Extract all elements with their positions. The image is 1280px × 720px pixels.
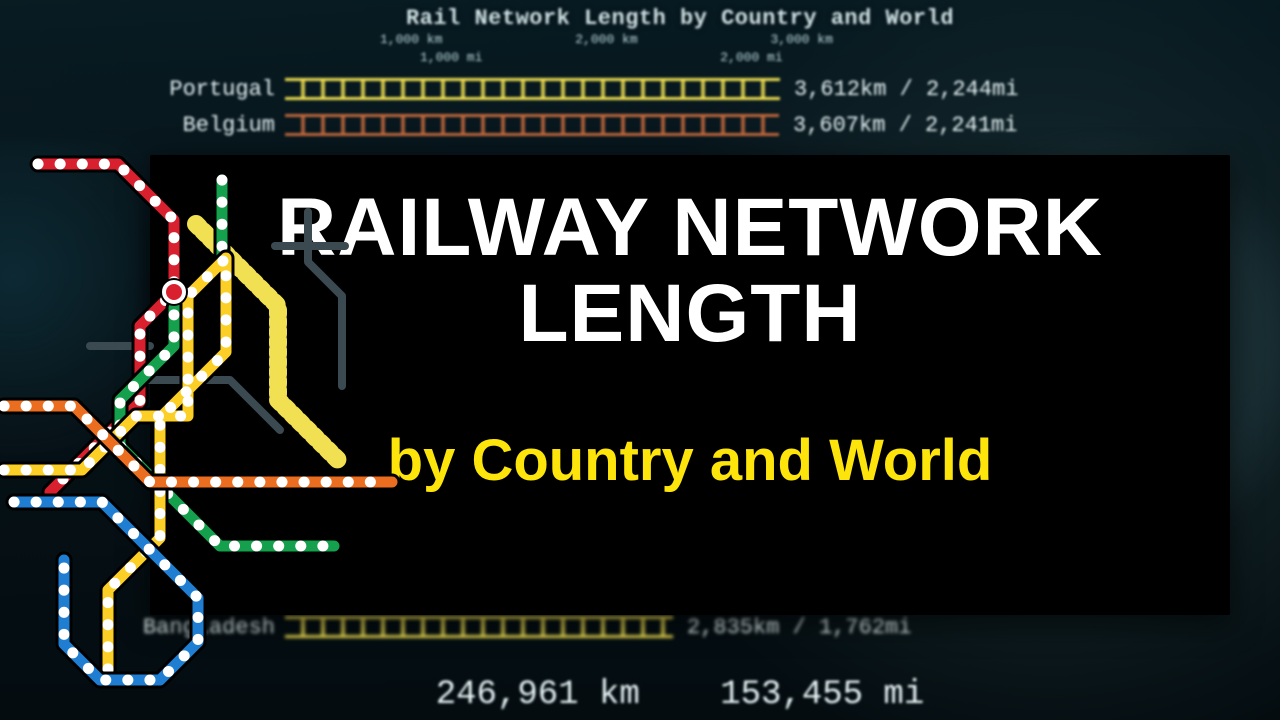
track-bar bbox=[285, 114, 779, 136]
rail-length-chart: Rail Network Length by Country and World… bbox=[120, 0, 1240, 160]
axis-km: 1,000 km 2,000 km 3,000 km bbox=[380, 32, 958, 47]
value-label: 2,835km / 1,762mi bbox=[687, 615, 911, 640]
track-bar bbox=[285, 78, 780, 100]
country-label: Portugal bbox=[120, 77, 285, 102]
axis-mi-tick: 1,000 mi bbox=[420, 50, 482, 65]
chart-title: Rail Network Length by Country and World bbox=[120, 6, 1240, 31]
title-sub: by Country and World bbox=[150, 427, 1230, 494]
chart-row: Bangladesh 2,835km / 1,762mi bbox=[120, 610, 911, 644]
title-main: RAILWAY NETWORK LENGTH bbox=[190, 185, 1190, 357]
value-label: 3,612km / 2,244mi bbox=[794, 77, 1018, 102]
axis-km-tick: 1,000 km bbox=[380, 32, 442, 47]
axis-km-tick: 3,000 km bbox=[770, 32, 832, 47]
total-km: 246,961 km bbox=[436, 676, 640, 714]
total-mi: 153,455 mi bbox=[720, 676, 924, 714]
chart-bottom-area: Bangladesh 2,835km / 1,762mi 246,961 km 1… bbox=[120, 610, 1240, 720]
country-label: Belgium bbox=[120, 113, 285, 138]
chart-row: Belgium 3,607km / 2,241mi bbox=[120, 108, 1017, 142]
title-card: RAILWAY NETWORK LENGTH by Country and Wo… bbox=[150, 155, 1230, 615]
track-bar bbox=[285, 616, 673, 638]
country-label: Bangladesh bbox=[120, 615, 285, 640]
axis-mi: 1,000 mi 2,000 mi bbox=[420, 50, 1013, 65]
value-label: 3,607km / 2,241mi bbox=[793, 113, 1017, 138]
chart-row: Portugal 3,612km / 2,244mi bbox=[120, 72, 1018, 106]
axis-mi-tick: 2,000 mi bbox=[720, 50, 782, 65]
totals: 246,961 km 153,455 mi bbox=[120, 676, 1240, 714]
axis-km-tick: 2,000 km bbox=[575, 32, 637, 47]
